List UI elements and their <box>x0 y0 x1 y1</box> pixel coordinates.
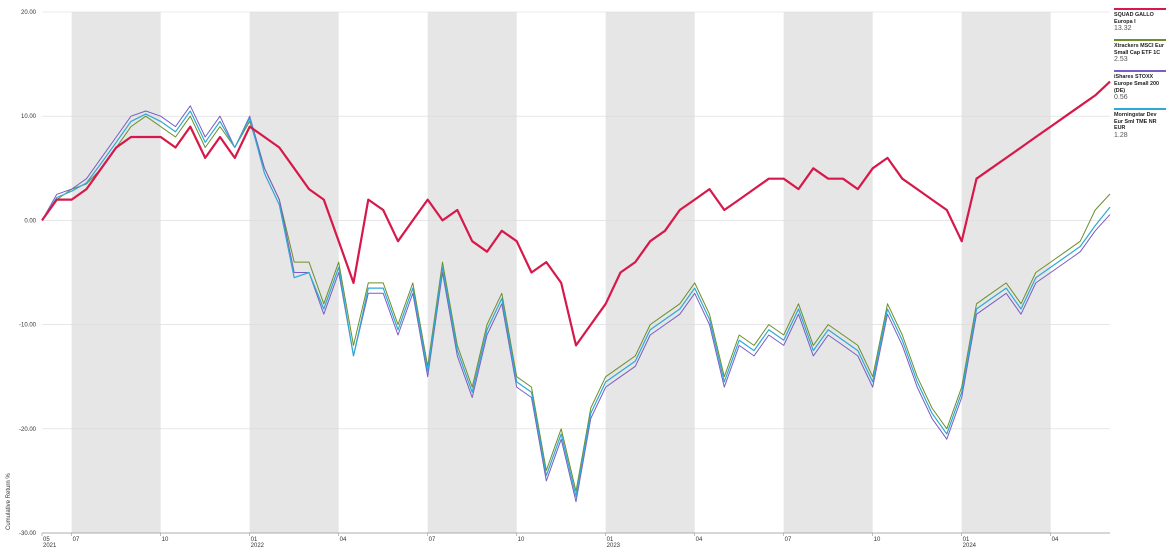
shaded-quarter-bands <box>71 12 1051 533</box>
series-line-1 <box>41 115 1111 492</box>
legend-item: Xtrackers MSCI Eur Small Cap ETF 1C 2.53 <box>1114 39 1166 64</box>
x-tick-label: 07 <box>785 537 792 543</box>
legend-series-value: 0.56 <box>1114 94 1128 102</box>
shaded-band <box>71 12 161 533</box>
legend-color-bar <box>1114 108 1166 111</box>
shaded-band <box>783 12 873 533</box>
y-axis-tick-labels: 20.00 10.00 0.00 -10.00 -20.00 -30.00 <box>19 10 37 537</box>
x-tick-label: 07 <box>429 537 436 543</box>
series-line-3 <box>41 110 1111 498</box>
legend-item: iShares STOXX Europe Small 200 (DE) 0.56 <box>1114 70 1166 102</box>
x-tick-year-label: 2023 <box>607 543 621 548</box>
shaded-band <box>961 12 1051 533</box>
x-tick-label: 10 <box>874 537 881 543</box>
x-tick-year-label: 2022 <box>251 543 265 548</box>
x-tick-label: 04 <box>696 537 703 543</box>
legend-color-bar <box>1114 8 1166 10</box>
y-axis-label: Cumulative Return % <box>6 473 12 530</box>
x-tick-year-label: 2024 <box>963 543 977 548</box>
series-line-0 <box>41 80 1111 347</box>
legend-color-bar <box>1114 39 1166 42</box>
x-tick-label: 04 <box>340 537 347 543</box>
series-line-2 <box>41 105 1111 503</box>
y-tick-label: 20.00 <box>21 10 37 16</box>
x-tick-label: 10 <box>518 537 525 543</box>
x-tick-label: 07 <box>73 537 80 543</box>
y-tick-label: -10.00 <box>19 323 37 329</box>
legend-series-name: iShares STOXX Europe Small 200 (DE) <box>1114 74 1159 94</box>
series-lines <box>41 80 1111 503</box>
y-tick-label: -20.00 <box>19 427 37 433</box>
x-tick-label: 01 <box>963 537 970 543</box>
legend-item: SQUAD GALLO Europa I 13.32 <box>1114 8 1166 33</box>
x-tick-label: 01 <box>251 537 258 543</box>
legend-series-name: SQUAD GALLO Europa I <box>1114 12 1154 25</box>
legend-series-name: Morningstar Dev Eur Sml TME NR EUR <box>1114 112 1157 132</box>
legend-color-bar <box>1114 70 1166 73</box>
y-tick-label: 0.00 <box>24 218 36 224</box>
legend-series-value: 13.32 <box>1114 25 1132 33</box>
legend-item: Morningstar Dev Eur Sml TME NR EUR 1.28 <box>1114 108 1166 140</box>
legend: SQUAD GALLO Europa I 13.32 Xtrackers MSCI … <box>1114 8 1166 146</box>
x-tick-year-label: 2021 <box>43 543 57 548</box>
gridlines <box>42 11 1110 534</box>
legend-series-value: 2.53 <box>1114 56 1128 64</box>
x-tick-label: 04 <box>1052 537 1059 543</box>
x-tick-label: 01 <box>607 537 614 543</box>
y-tick-label: -30.00 <box>19 531 37 537</box>
y-tick-label: 10.00 <box>21 114 37 120</box>
legend-series-value: 1.28 <box>1114 131 1128 139</box>
x-tick-label: 05 <box>43 537 50 543</box>
x-tick-label: 10 <box>162 537 169 543</box>
shaded-band <box>605 12 695 533</box>
legend-series-name: Xtrackers MSCI Eur Small Cap ETF 1C <box>1114 43 1165 56</box>
